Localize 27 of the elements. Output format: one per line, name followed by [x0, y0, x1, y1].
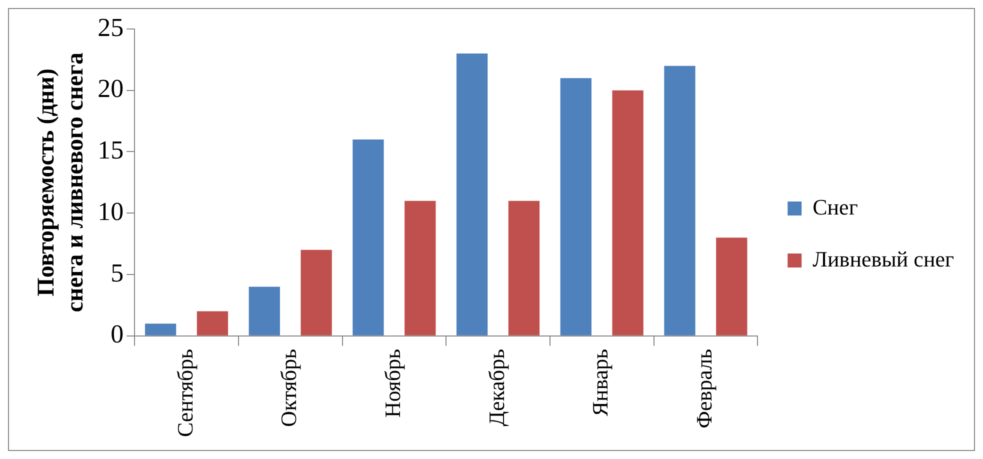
y-tick-label: 0 — [110, 320, 124, 349]
bar — [560, 78, 592, 336]
y-axis-title: Повторяемость (дни) снега и ливневого снега — [34, 52, 88, 312]
bar — [196, 311, 228, 336]
y-tick-label: 20 — [98, 74, 124, 104]
bar — [300, 250, 332, 336]
bar — [664, 66, 696, 336]
x-tick-label: Сентябрь — [172, 348, 198, 438]
y-tick-label: 25 — [98, 12, 124, 42]
legend-label: Ливневый снег — [812, 246, 954, 272]
bar — [352, 139, 384, 336]
bar — [248, 286, 280, 336]
bar — [456, 54, 488, 336]
y-tick-label: 10 — [98, 196, 124, 226]
legend-label: Снег — [812, 194, 858, 220]
y-tick-label: 15 — [98, 136, 124, 165]
x-tick-label: Февраль — [691, 348, 716, 428]
bar — [716, 238, 748, 336]
x-tick-label: Декабрь — [484, 348, 509, 426]
x-tick-label: Ноябрь — [380, 348, 405, 418]
bar — [612, 90, 644, 336]
bar — [508, 200, 540, 336]
x-tick-label: Октябрь — [276, 348, 302, 427]
x-tick-label: Январь — [588, 348, 613, 416]
y-tick-label: 5 — [110, 258, 124, 288]
bar — [144, 324, 176, 336]
bar — [404, 200, 436, 336]
